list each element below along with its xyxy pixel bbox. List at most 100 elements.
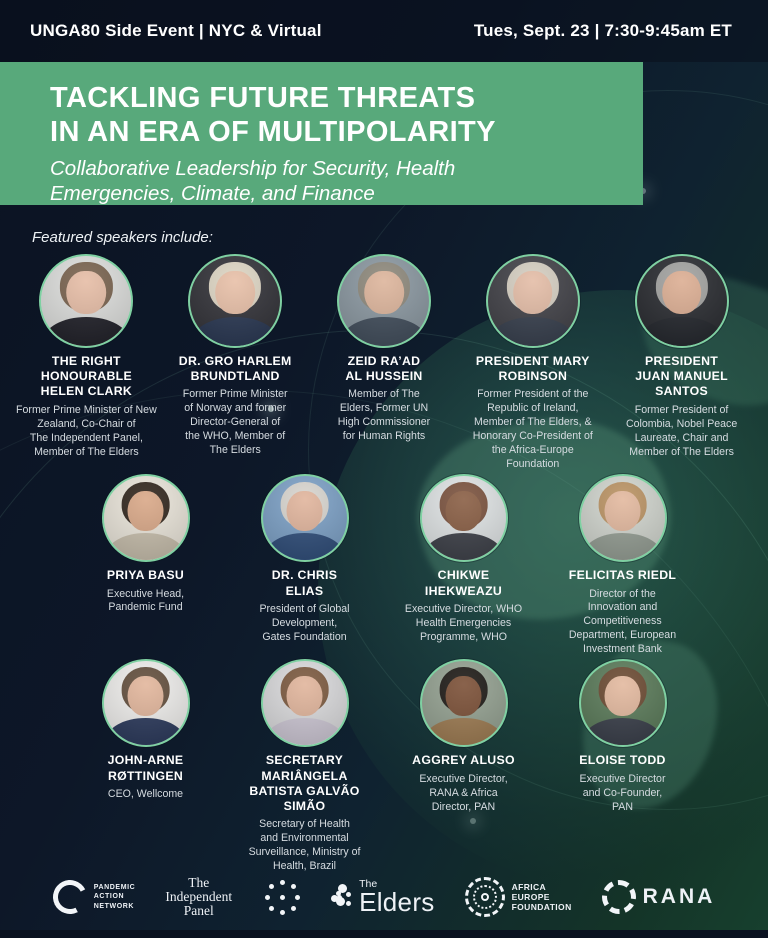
bottom-edge-strip — [0, 930, 768, 938]
portrait-face — [286, 675, 323, 716]
portrait-hair — [209, 262, 262, 312]
portrait-shoulders — [341, 317, 427, 346]
speaker-photo — [580, 476, 665, 561]
event-datetime-label: Tues, Sept. 23 | 7:30-9:45am ET — [473, 21, 732, 40]
portrait-hair — [439, 482, 488, 529]
speaker-title: Former President of Colombia, Nobel Peac… — [625, 403, 738, 458]
speaker-name: DR. GRO HARLEM BRUNDTLAND — [178, 354, 292, 384]
speaker-photo — [262, 661, 347, 746]
portrait-shoulders — [265, 533, 344, 561]
portrait-face — [445, 490, 482, 531]
portrait-face — [604, 675, 641, 716]
speaker-photo — [103, 476, 188, 561]
rana-radial-icon — [601, 880, 636, 914]
speaker-row-1: THE RIGHT HONOURABLE HELEN CLARK Former … — [0, 256, 768, 472]
dotted-circle-icon — [280, 894, 286, 900]
portrait-hair — [506, 262, 559, 312]
featured-speakers-label: Featured speakers include: — [32, 229, 213, 246]
portrait-shoulders — [192, 317, 278, 346]
speaker-card-juan-manuel-santos: PRESIDENT JUAN MANUEL SANTOS Former Pres… — [607, 256, 756, 472]
title-banner: TACKLING FUTURE THREATS IN AN ERA OF MUL… — [0, 62, 643, 205]
speaker-name: CHIKWE IHEKWEAZU — [424, 568, 503, 598]
portrait-hair — [439, 667, 488, 714]
top-header-bar: UNGA80 Side Event | NYC & Virtual Tues, … — [0, 0, 768, 62]
portrait-face — [215, 271, 255, 315]
glow-dot — [470, 818, 476, 824]
portrait-shoulders — [106, 533, 185, 561]
speaker-title: President of Global Development, Gates F… — [259, 602, 350, 643]
independent-panel-logo: The Independent Panel — [165, 874, 233, 919]
portrait-face — [127, 675, 164, 716]
speaker-card-chris-elias: DR. CHRIS ELIAS President of Global Deve… — [225, 476, 384, 657]
portrait-shoulders — [583, 533, 662, 561]
portrait-face — [512, 271, 553, 315]
speaker-title: Executive Head, Pandemic Fund — [106, 587, 185, 614]
portrait-face — [286, 490, 323, 531]
elders-figures-icon — [337, 894, 343, 900]
speaker-photo — [41, 256, 132, 346]
portrait-shoulders — [106, 718, 185, 746]
africa-europe-foundation-logo: AFRICA EUROPE FOUNDATION — [464, 877, 572, 917]
glow-dot — [640, 188, 646, 194]
portrait-hair — [598, 667, 647, 714]
speaker-title: Executive Director, WHO Health Emergenci… — [404, 602, 523, 643]
portrait-hair — [280, 667, 329, 714]
speaker-title: Member of The Elders, Former UN High Com… — [337, 388, 431, 443]
speaker-name: THE RIGHT HONOURABLE HELEN CLARK — [40, 354, 133, 399]
portrait-hair — [655, 262, 708, 312]
speaker-card-mariangela-simao: SECRETARY MARIÂNGELA BATISTA GALVÃO SIMÃ… — [225, 661, 384, 874]
speaker-card-zeid-al-hussein: ZEID RA’AD AL HUSSEIN Member of The Elde… — [310, 256, 459, 472]
speaker-name: PRESIDENT JUAN MANUEL SANTOS — [635, 354, 728, 399]
independent-panel-text: The Independent Panel — [165, 874, 233, 919]
portrait-hair — [121, 667, 170, 714]
speaker-title: Former Prime Minister of Norway and form… — [182, 388, 288, 457]
the-elders-logo: The Elders — [333, 877, 435, 917]
speaker-card-mary-robinson: PRESIDENT MARY ROBINSON Former President… — [458, 256, 607, 472]
speaker-name: AGGREY ALUSO — [412, 753, 515, 768]
speaker-title: Former President of the Republic of Irel… — [472, 388, 593, 471]
portrait-hair — [598, 482, 647, 529]
speaker-photo — [103, 661, 188, 746]
portrait-shoulders — [44, 317, 129, 346]
portrait-face — [66, 271, 107, 315]
speaker-photo — [190, 256, 281, 346]
pandemic-action-network-logo: PANDEMIC ACTION NETWORK — [48, 875, 136, 919]
portrait-hair — [60, 262, 113, 312]
portrait-hair — [357, 262, 411, 312]
portrait-face — [364, 271, 404, 315]
portrait-shoulders — [490, 317, 576, 346]
portrait-hair — [280, 482, 329, 529]
pan-c-icon — [48, 875, 92, 919]
africa-europe-foundation-icon — [464, 877, 505, 917]
speaker-row-2: PRIYA BASU Executive Head, Pandemic Fund… — [66, 476, 702, 657]
event-title: TACKLING FUTURE THREATS IN AN ERA OF MUL… — [50, 82, 496, 148]
speaker-card-helen-clark: THE RIGHT HONOURABLE HELEN CLARK Former … — [12, 256, 161, 472]
dotted-circle-emblem — [262, 879, 303, 916]
elders-main-label: Elders — [359, 886, 435, 917]
speaker-row-3: JOHN-ARNE RØTTINGEN CEO, Wellcome SECRET… — [66, 661, 702, 874]
portrait-shoulders — [424, 718, 503, 746]
speaker-card-felicitas-riedl: FELICITAS RIEDL Director of the Innovati… — [543, 476, 702, 657]
speaker-title: Executive Director, RANA & Africa Direct… — [419, 772, 508, 813]
portrait-hair — [121, 482, 170, 529]
speaker-name: ELOISE TODD — [579, 753, 666, 768]
portrait-face — [604, 490, 641, 531]
speaker-title: Director of the Innovation and Competiti… — [568, 587, 677, 656]
speaker-name: ZEID RA’AD AL HUSSEIN — [345, 354, 423, 384]
partner-logos-footer: PANDEMIC ACTION NETWORK The Independent … — [0, 864, 768, 930]
elders-the-label: The — [359, 877, 378, 890]
africa-europe-foundation-text: AFRICA EUROPE FOUNDATION — [511, 881, 572, 913]
speaker-photo — [636, 256, 727, 346]
speaker-name: SECRETARY MARIÂNGELA BATISTA GALVÃO SIMÃ… — [249, 753, 360, 814]
elders-logo-text: The Elders — [359, 877, 435, 917]
speaker-card-john-arne-rottingen: JOHN-ARNE RØTTINGEN CEO, Wellcome — [66, 661, 225, 874]
portrait-shoulders — [639, 317, 724, 346]
portrait-shoulders — [265, 718, 344, 746]
pan-logo-text: PANDEMIC ACTION NETWORK — [93, 883, 136, 910]
speaker-title: CEO, Wellcome — [107, 787, 184, 800]
speaker-photo — [580, 661, 665, 746]
speaker-name: JOHN-ARNE RØTTINGEN — [107, 753, 184, 783]
speaker-name: PRIYA BASU — [106, 568, 185, 583]
speaker-photo — [487, 256, 578, 346]
